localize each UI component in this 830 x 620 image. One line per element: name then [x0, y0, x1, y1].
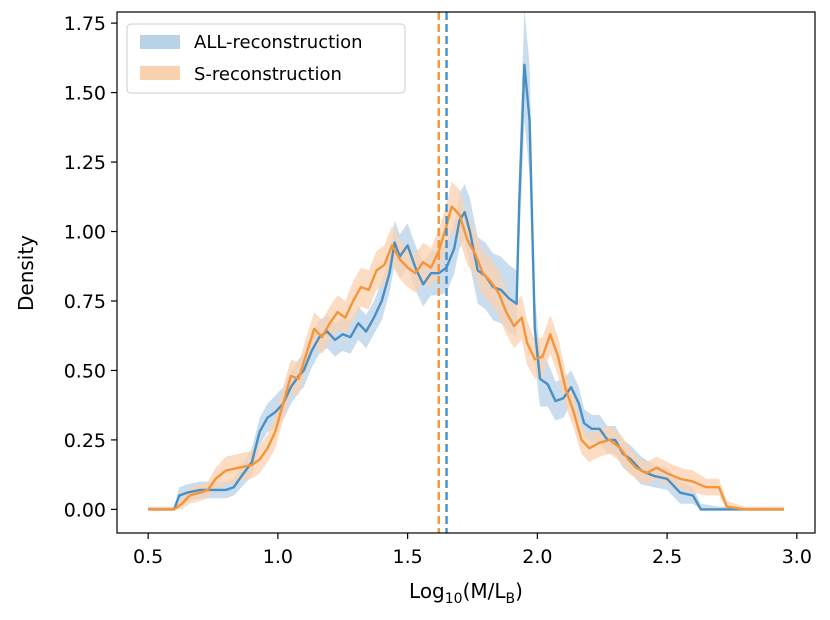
- legend-swatch-s-reconstruction: [140, 66, 180, 80]
- plot-area: [148, 9, 784, 533]
- legend-label-s-reconstruction: S-reconstruction: [194, 64, 342, 85]
- x-tick-label: 2.5: [652, 546, 682, 568]
- x-tick-label: 1.5: [393, 546, 423, 568]
- y-tick-label: 0.00: [64, 499, 106, 521]
- band-s-reconstruction: [148, 181, 784, 510]
- line-s-reconstruction: [148, 205, 784, 511]
- legend-swatch-all-reconstruction: [140, 35, 180, 49]
- y-tick-label: 1.25: [64, 152, 106, 174]
- y-tick-label: 0.75: [64, 291, 106, 313]
- legend-box: [126, 23, 406, 94]
- legend-label-all-reconstruction: ALL-reconstruction: [194, 32, 363, 53]
- plot-frame: [116, 11, 816, 534]
- y-tick-label: 1.75: [64, 13, 106, 35]
- y-tick-label: 1.50: [64, 83, 106, 105]
- y-tick-label: 1.00: [64, 222, 106, 244]
- x-tick-label: 0.5: [133, 546, 163, 568]
- x-axis-title: Log10(M/LB): [409, 579, 523, 607]
- x-tick-label: 1.0: [263, 546, 293, 568]
- x-tick-label: 2.0: [522, 546, 552, 568]
- legend: ALL-reconstruction S-reconstruction: [126, 23, 406, 94]
- x-tick-label: 3.0: [782, 546, 812, 568]
- y-tick-label: 0.50: [64, 360, 106, 382]
- axes: 0.5 1.0 1.5 2.0 2.5 3.0 0.00 0.25 0.50 0.75 1.00 1.…: [64, 13, 812, 568]
- y-axis-title: Density: [14, 235, 38, 311]
- y-tick-label: 0.25: [64, 430, 106, 452]
